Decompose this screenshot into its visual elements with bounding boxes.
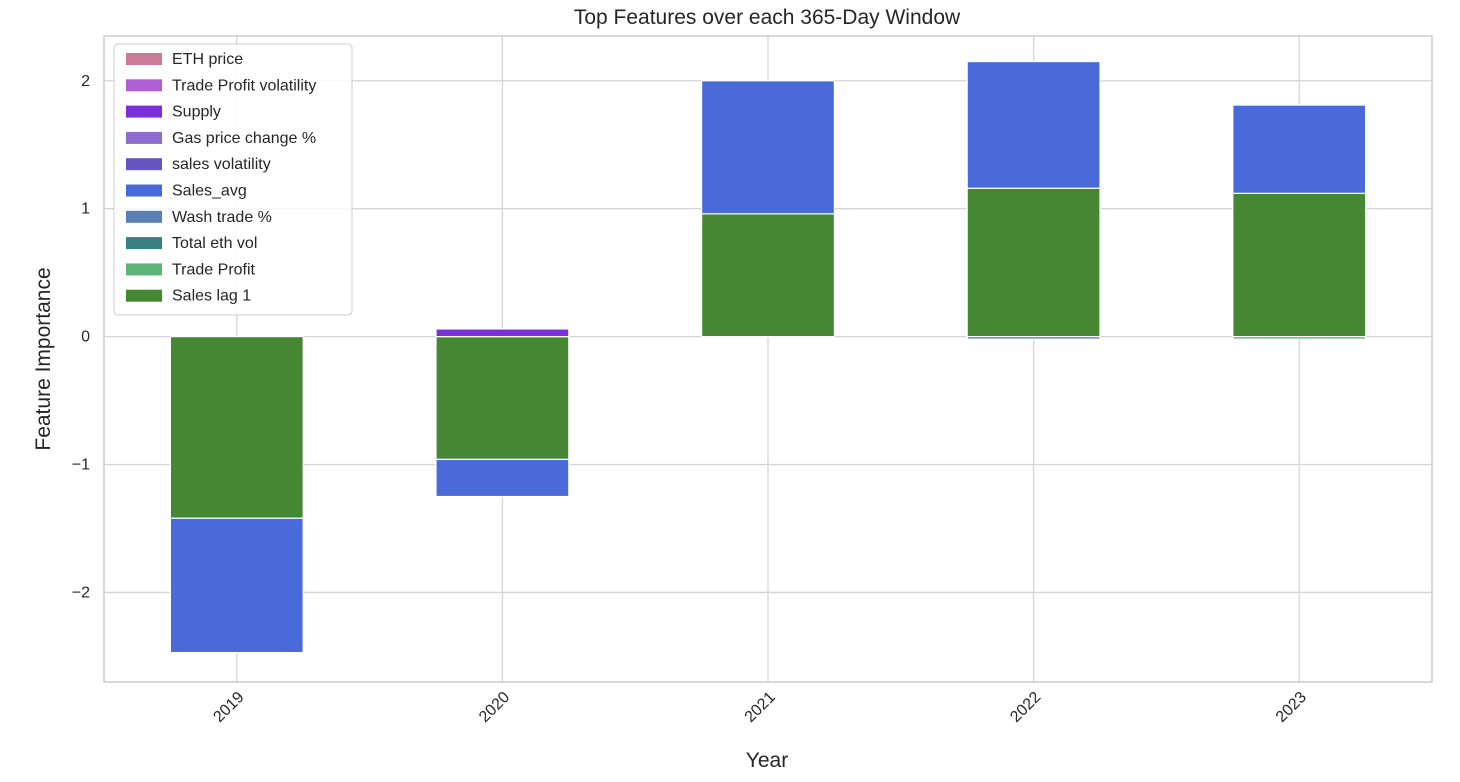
bar-segment — [700, 213, 835, 338]
y-tick-label: 2 — [81, 73, 90, 90]
plot-frame — [103, 35, 1433, 683]
y-tick-label: 0 — [81, 329, 90, 346]
bar-segment — [1232, 192, 1367, 338]
legend-box — [113, 43, 353, 316]
bar-segment — [1232, 336, 1367, 340]
x-axis-title: Year — [746, 749, 788, 772]
bar-segment — [966, 60, 1101, 189]
bar-segment — [169, 517, 304, 654]
y-ticks: −2 −1 0 1 2 — [72, 73, 90, 602]
bar-segment — [1232, 104, 1367, 194]
y-tick-label: −1 — [72, 457, 90, 474]
legend-label: Trade Profit — [172, 261, 256, 278]
bar-segment — [435, 328, 570, 338]
legend-label: Supply — [172, 104, 221, 121]
legend-label: ETH price — [172, 51, 243, 68]
bar-segment — [435, 458, 570, 498]
bar-segment — [169, 336, 304, 519]
legend-swatch — [126, 53, 162, 65]
legend-label: Wash trade % — [172, 209, 272, 226]
legend-swatch — [126, 210, 162, 223]
legend-label: Total eth vol — [172, 235, 257, 252]
legend-swatch — [126, 237, 162, 250]
y-tick-label: −2 — [72, 584, 90, 601]
bar-segment — [700, 80, 835, 215]
y-tick-label: 1 — [81, 201, 90, 218]
bar-segment — [966, 336, 1101, 340]
legend-swatch — [126, 105, 162, 118]
legend-swatch — [126, 263, 162, 276]
legend-label: Trade Profit volatility — [172, 77, 316, 94]
bar-segment — [966, 187, 1101, 338]
bar-segment — [435, 336, 570, 461]
legend-swatch — [126, 79, 162, 92]
legend-label: Sales_avg — [172, 183, 247, 200]
y-axis-title: Feature Importance — [32, 267, 55, 450]
legend-swatch — [126, 158, 162, 171]
legend-label: Sales lag 1 — [172, 288, 251, 305]
legend-swatch — [126, 184, 162, 197]
legend-label: sales volatility — [172, 156, 271, 173]
legend-label: Gas price change % — [172, 130, 316, 147]
bars — [169, 60, 1367, 654]
legend-swatch — [126, 289, 162, 302]
legend: ETH price Trade Profit volatility Supply Ga… — [113, 43, 353, 316]
legend-swatch — [126, 131, 162, 144]
chart-title: Top Features over each 365-Day Window — [574, 6, 961, 29]
